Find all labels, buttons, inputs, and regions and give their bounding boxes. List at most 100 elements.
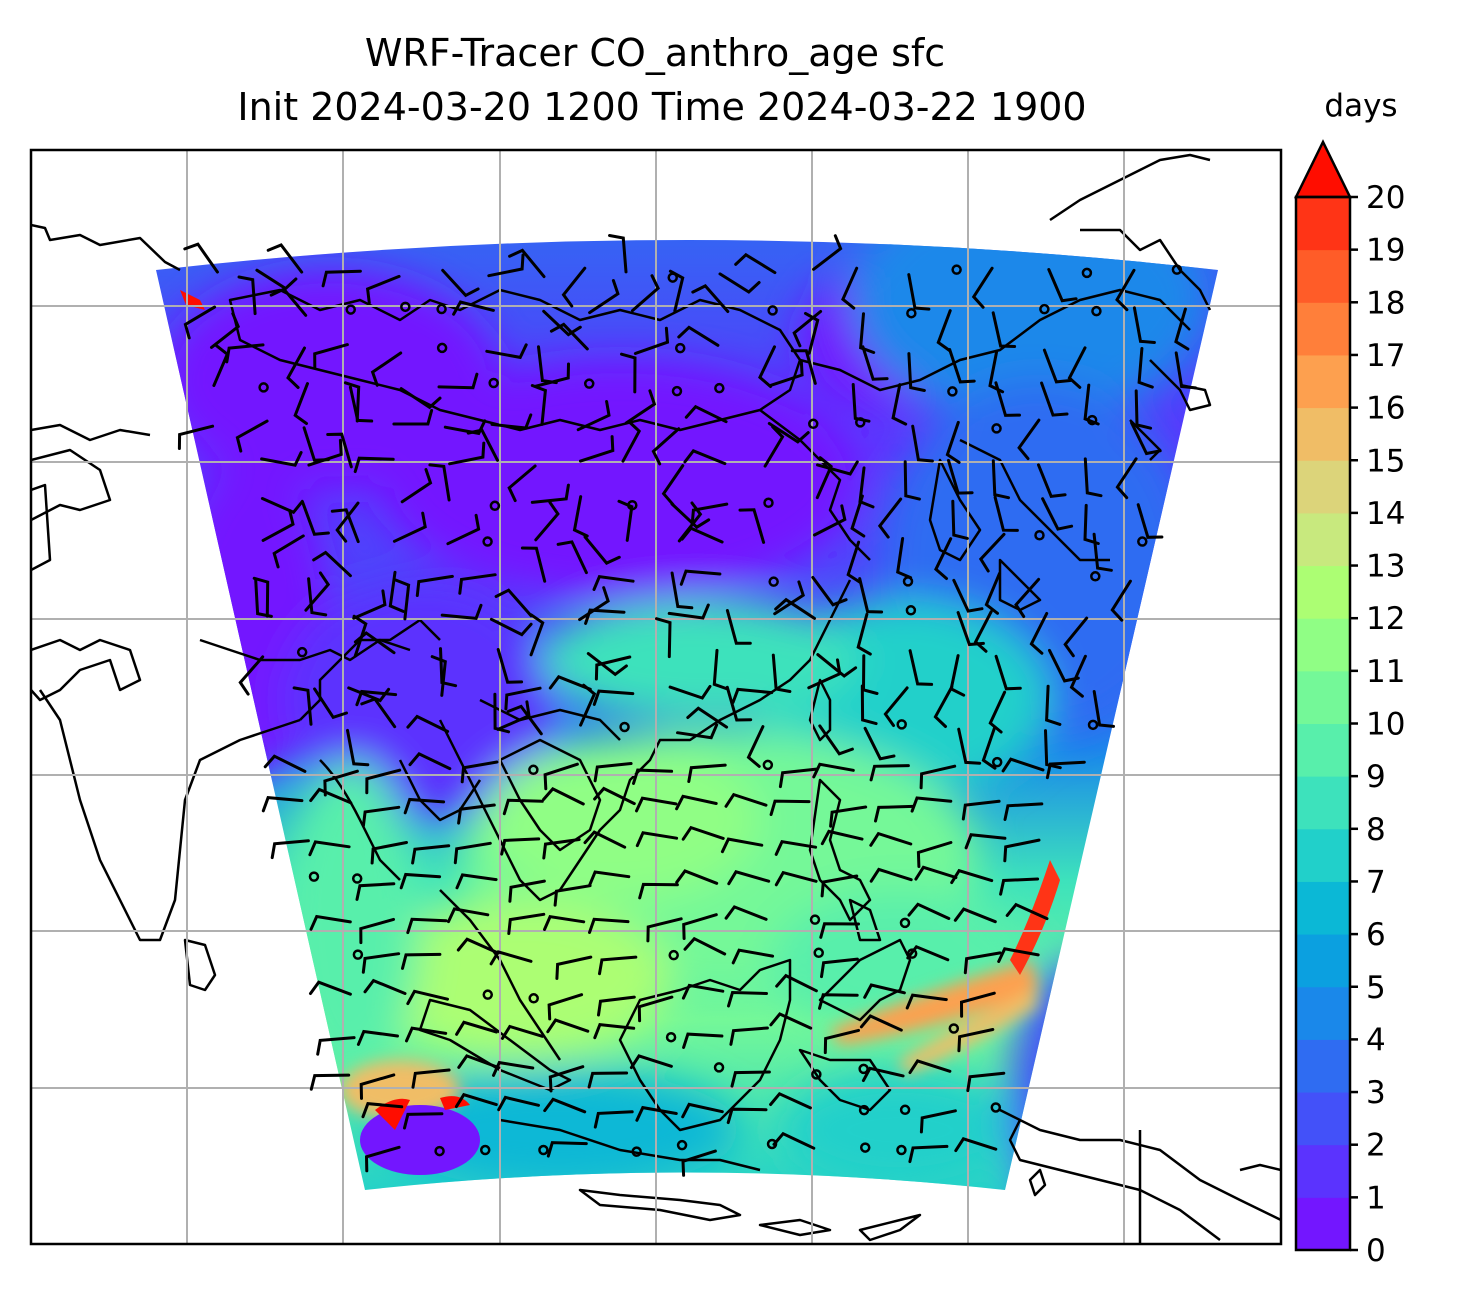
wind-barb bbox=[592, 689, 635, 706]
colorbar-tick-label: 10 bbox=[1366, 707, 1405, 743]
wind-barb bbox=[363, 978, 407, 995]
wind-barb bbox=[952, 578, 984, 613]
calm-wind-circle bbox=[528, 993, 539, 1004]
colorbar-segment bbox=[1296, 249, 1350, 303]
colorbar-tick-label: 11 bbox=[1366, 654, 1405, 690]
gridlines bbox=[31, 150, 1281, 1244]
calm-wind-circle bbox=[345, 304, 357, 315]
wind-barb bbox=[588, 917, 630, 934]
wind-barb bbox=[529, 613, 545, 657]
wind-barb bbox=[272, 534, 305, 569]
wind-barb bbox=[971, 266, 994, 309]
colorbar-tick-label: 8 bbox=[1366, 812, 1386, 848]
wind-barb bbox=[507, 912, 546, 935]
wind-barb bbox=[508, 879, 546, 903]
wind-barb bbox=[682, 913, 718, 940]
calm-wind-circle bbox=[991, 756, 1003, 768]
calm-wind-circle bbox=[583, 378, 595, 389]
calm-wind-circle bbox=[768, 576, 779, 587]
wind-barb bbox=[497, 1095, 540, 1112]
wind-barb bbox=[406, 989, 449, 1006]
wind-barb bbox=[587, 1071, 629, 1089]
wind-barb bbox=[326, 432, 353, 469]
wind-barb bbox=[859, 1014, 903, 1032]
wind-barb bbox=[542, 309, 582, 337]
calm-wind-circle bbox=[906, 948, 918, 959]
colorbar-tick-label: 6 bbox=[1366, 917, 1386, 953]
calm-wind-circle bbox=[713, 1062, 725, 1073]
colorbar-tick-label: 4 bbox=[1366, 1022, 1386, 1058]
wind-barb bbox=[530, 483, 570, 504]
wind-barb bbox=[1045, 760, 1086, 780]
calm-wind-circle bbox=[762, 759, 774, 771]
wind-barb bbox=[1005, 902, 1049, 921]
calm-wind-circle bbox=[482, 536, 493, 547]
wind-barb bbox=[763, 425, 785, 468]
wind-barb bbox=[651, 427, 681, 466]
wind-barb bbox=[361, 805, 401, 828]
wind-barb bbox=[681, 1149, 717, 1177]
wind-barb bbox=[353, 631, 396, 655]
wind-barb bbox=[594, 655, 632, 681]
wind-barb bbox=[237, 275, 257, 316]
wind-barb bbox=[1044, 729, 1062, 770]
wind-barb bbox=[683, 936, 727, 956]
calm-wind-circle bbox=[482, 989, 494, 1000]
colorbar-segment bbox=[1296, 512, 1350, 567]
wind-barb bbox=[869, 831, 913, 847]
colorbar-segment bbox=[1296, 1144, 1350, 1198]
wind-barb bbox=[441, 268, 480, 298]
wind-barb bbox=[546, 1018, 590, 1034]
calm-wind-circle bbox=[479, 1144, 491, 1156]
wind-barb bbox=[1042, 348, 1072, 384]
wind-barb bbox=[720, 837, 764, 854]
colorbar-segment bbox=[1296, 407, 1350, 461]
wind-barb bbox=[293, 382, 309, 425]
colorbar-segment bbox=[1296, 302, 1350, 356]
wind-barb bbox=[999, 877, 1040, 896]
wind-barb bbox=[680, 526, 724, 544]
calm-wind-circle bbox=[896, 1144, 907, 1156]
wind-barb bbox=[863, 983, 906, 999]
wind-barb bbox=[542, 838, 581, 860]
wind-barb bbox=[260, 451, 303, 467]
wind-barb bbox=[492, 1060, 535, 1077]
wind-barb bbox=[916, 841, 953, 868]
wind-barb bbox=[457, 803, 496, 825]
wind-barb bbox=[891, 383, 908, 426]
wind-barb bbox=[668, 684, 712, 700]
calm-wind-circle bbox=[899, 917, 911, 929]
wind-barb bbox=[869, 867, 913, 883]
wind-barb bbox=[860, 684, 878, 726]
plot-title-line1: WRF-Tracer CO_anthro_age sfc bbox=[365, 31, 945, 75]
colorbar-tick-label: 1 bbox=[1366, 1180, 1386, 1216]
colorbar-segment bbox=[1296, 1197, 1350, 1251]
wind-barb bbox=[1174, 307, 1190, 351]
wind-barb bbox=[682, 1032, 724, 1049]
wind-barb bbox=[263, 754, 307, 773]
wind-barb bbox=[769, 799, 811, 816]
calm-wind-circle bbox=[668, 949, 679, 961]
wind-barb bbox=[621, 420, 642, 463]
colorbar-tick-label: 14 bbox=[1366, 496, 1405, 532]
wind-barb bbox=[725, 609, 752, 645]
wind-barb bbox=[690, 502, 729, 526]
wind-barb bbox=[691, 284, 730, 313]
wind-barb bbox=[846, 540, 862, 584]
wind-barb bbox=[670, 502, 711, 530]
wind-barb bbox=[270, 839, 310, 860]
wind-barb bbox=[631, 274, 660, 313]
wind-barb bbox=[593, 762, 633, 783]
wind-barb bbox=[406, 714, 450, 733]
wind-barb bbox=[443, 419, 487, 436]
wind-barb bbox=[633, 326, 670, 355]
wind-barb bbox=[212, 344, 230, 387]
wind-barb bbox=[655, 617, 672, 659]
wind-barb bbox=[730, 1070, 771, 1088]
wind-barb bbox=[321, 269, 362, 288]
wind-barb bbox=[816, 460, 859, 476]
wind-barb bbox=[356, 1029, 399, 1046]
wind-barb bbox=[261, 796, 304, 813]
wind-barb bbox=[556, 540, 588, 575]
wind-barb bbox=[489, 950, 533, 966]
